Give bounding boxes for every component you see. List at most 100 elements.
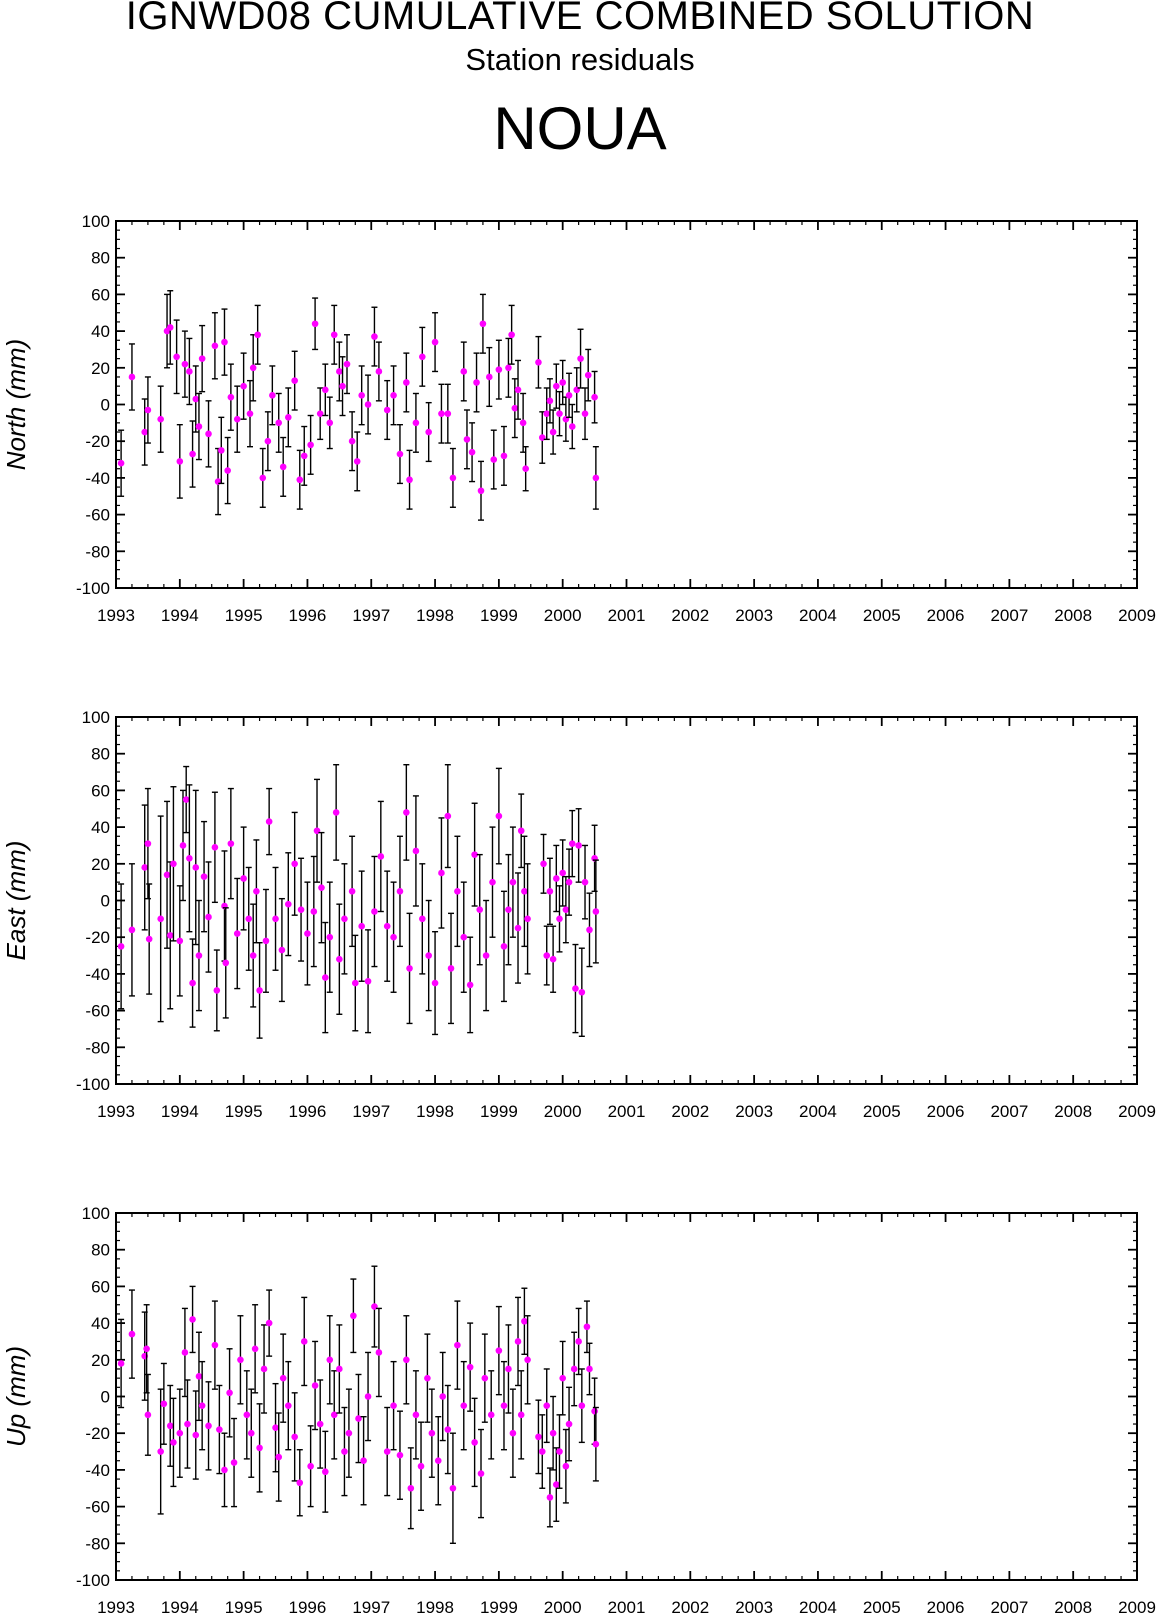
chart-panel-2: 1993 1994 1995 1996 1997 1998 1999 2000 2001 2002… (1, 1204, 1156, 1617)
data-point (296, 1479, 304, 1487)
data-point (310, 908, 318, 915)
y-tick-label: 20 (91, 855, 110, 874)
data-point (477, 487, 485, 495)
y-tick-label: -60 (85, 1498, 110, 1517)
station-name: NOUA (493, 95, 667, 162)
data-point (227, 393, 235, 401)
data-point (447, 965, 455, 972)
data-point (195, 1373, 203, 1380)
x-tick-label: 2009 (1118, 1598, 1156, 1617)
data-point (517, 1411, 525, 1419)
y-tick-label: -60 (85, 1002, 110, 1021)
data-point (549, 428, 557, 436)
data-point (505, 1365, 512, 1373)
x-tick-label: 1999 (480, 1102, 518, 1121)
data-point (326, 419, 334, 427)
x-tick-label: 2004 (799, 1598, 837, 1617)
x-tick-label: 1995 (225, 606, 263, 625)
data-point (583, 1323, 591, 1331)
data-point (482, 952, 490, 959)
data-point (592, 474, 600, 482)
data-point (311, 1382, 319, 1389)
data-point (213, 987, 221, 994)
data-point (521, 1317, 528, 1325)
data-point (176, 1429, 184, 1437)
data-point (260, 1365, 268, 1373)
data-point (553, 875, 560, 882)
data-point (578, 1402, 586, 1409)
data-point (419, 915, 426, 923)
x-tick-label: 2007 (990, 1598, 1028, 1617)
data-point (205, 913, 212, 921)
data-point (425, 952, 432, 959)
data-point (224, 467, 231, 474)
data-point (322, 1468, 329, 1476)
data-point (145, 935, 153, 943)
data-point (170, 860, 177, 868)
data-point (535, 1433, 542, 1441)
data-point (592, 1440, 600, 1448)
plot-frame (115, 716, 1138, 1085)
data-point (251, 1345, 259, 1353)
data-point (431, 338, 439, 346)
data-point (570, 1365, 578, 1373)
data-point (291, 860, 298, 868)
data-point (256, 1444, 263, 1452)
data-point (500, 1402, 508, 1409)
y-tick-label: -80 (85, 1038, 110, 1057)
data-point (256, 987, 263, 994)
data-point (524, 915, 531, 923)
data-point (449, 1484, 457, 1492)
x-tick-label: 2002 (671, 1102, 709, 1121)
data-point (192, 1431, 200, 1439)
data-point (353, 458, 361, 465)
data-point (141, 864, 149, 871)
data-point (556, 410, 563, 417)
chart-subtitle: Station residuals (465, 42, 695, 77)
data-point (278, 946, 286, 954)
data-point (495, 812, 503, 820)
data-point (117, 943, 125, 950)
data-point (568, 423, 576, 430)
data-point (265, 818, 273, 825)
data-point (318, 884, 325, 891)
data-point (500, 452, 508, 460)
data-point (568, 840, 576, 847)
x-tick-label: 2008 (1054, 1102, 1092, 1121)
data-point (383, 406, 391, 414)
plot-frame (115, 220, 1138, 589)
data-point (454, 888, 461, 895)
y-tick-label: 100 (82, 1204, 110, 1223)
data-point (364, 977, 372, 985)
data-point (403, 1356, 410, 1364)
x-tick-label: 2004 (799, 1102, 837, 1121)
data-point (490, 456, 498, 463)
x-tick-label: 2001 (608, 606, 646, 625)
x-tick-label: 2006 (927, 1102, 965, 1121)
x-tick-label: 2008 (1054, 606, 1092, 625)
data-point (553, 1481, 560, 1488)
y-tick-label: 40 (91, 1314, 110, 1333)
data-point (559, 1374, 566, 1382)
data-point (412, 1411, 420, 1419)
x-tick-label: 1995 (225, 1102, 263, 1121)
data-point (489, 878, 496, 886)
x-tick-label: 1993 (97, 1102, 135, 1121)
data-point (326, 1356, 334, 1364)
data-point (351, 979, 359, 987)
data-point (336, 368, 343, 375)
data-point (163, 871, 171, 879)
data-point (222, 959, 230, 967)
y-tick-label: 0 (101, 396, 110, 415)
data-point (186, 368, 193, 375)
data-point (586, 1365, 593, 1373)
data-point (364, 1393, 372, 1400)
data-point (403, 809, 410, 816)
x-tick-label: 1993 (97, 606, 135, 625)
data-point (192, 864, 200, 871)
data-point (438, 410, 445, 417)
x-tick-label: 1996 (289, 606, 327, 625)
data-point (407, 1484, 415, 1492)
data-point (144, 406, 152, 414)
